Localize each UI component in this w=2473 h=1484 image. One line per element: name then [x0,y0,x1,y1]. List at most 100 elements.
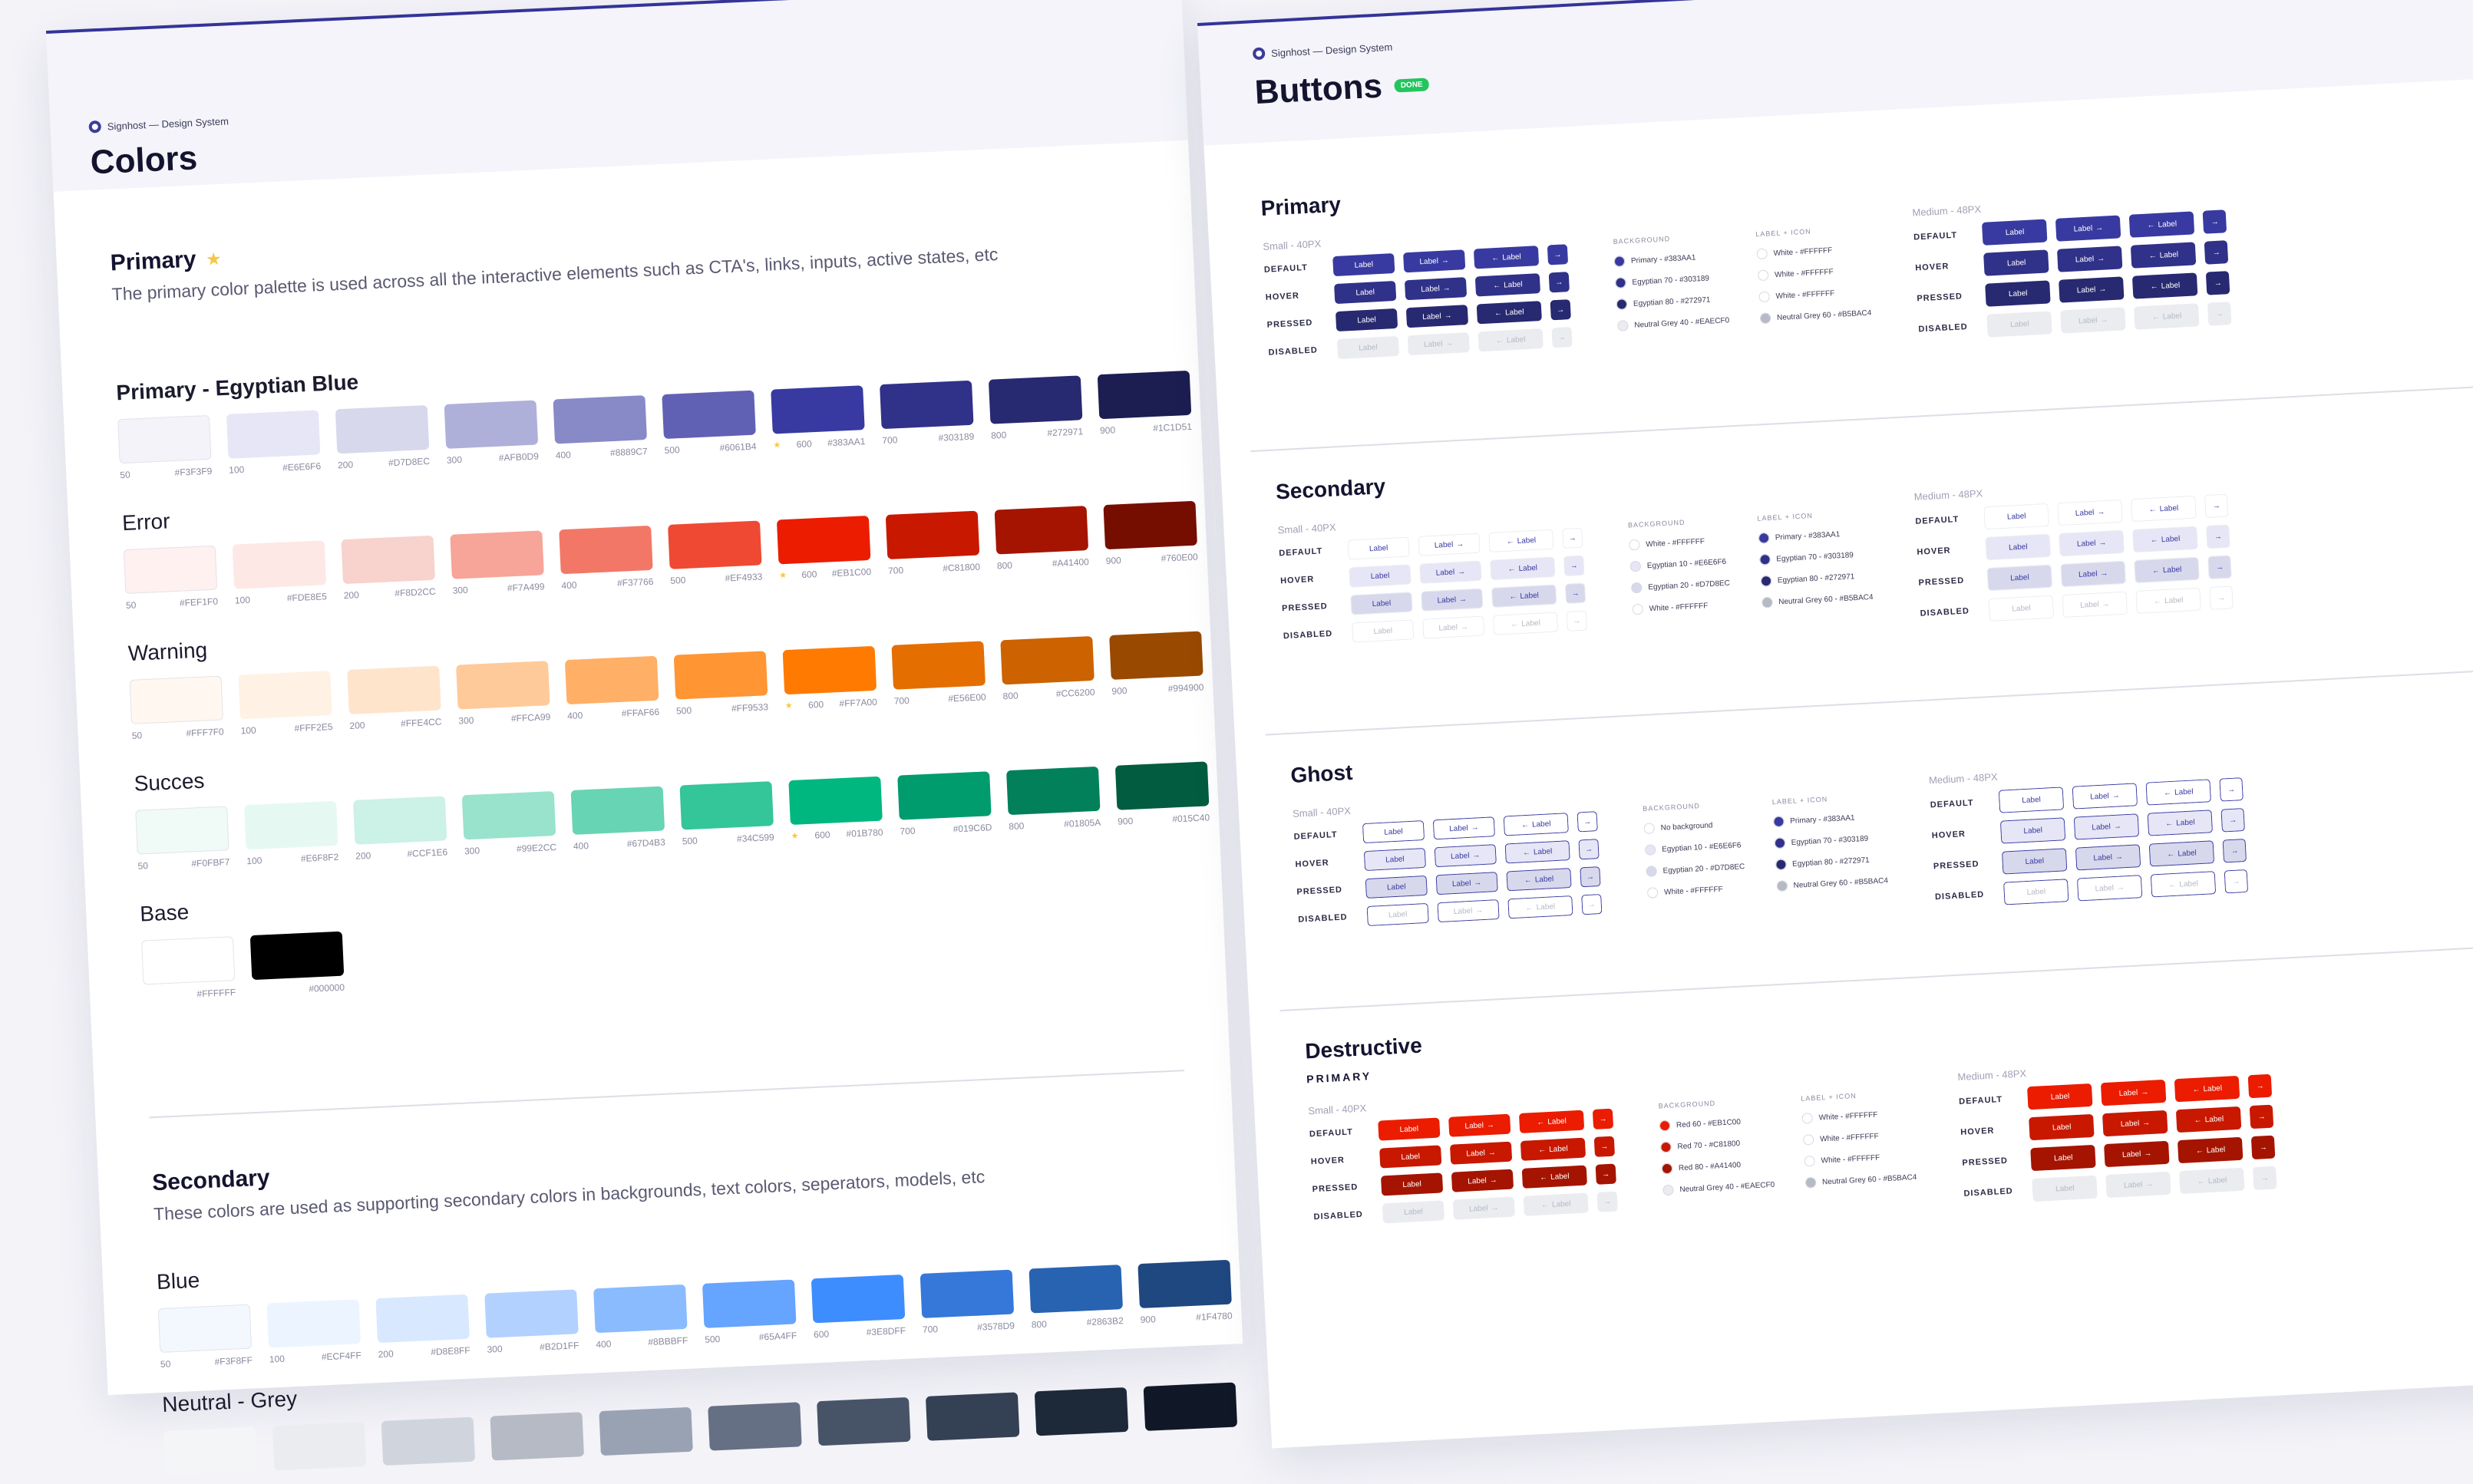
button-hover[interactable]: ← Label [2147,810,2214,836]
button-default[interactable]: → [1577,811,1598,833]
swatch[interactable]: 500 #FF9533 [673,651,768,717]
swatch[interactable]: 100 #E6F8F2 [244,800,339,866]
swatch[interactable]: 500 #6061B4 [662,390,757,456]
button-pressed[interactable]: Label → [1421,588,1484,612]
button-hover[interactable]: Label → [1419,560,1482,584]
button-disabled[interactable]: Label → [2105,1171,2171,1199]
button-default[interactable]: → [1592,1108,1614,1129]
button-hover[interactable]: Label [1334,280,1397,305]
swatch[interactable]: #000000 [249,931,345,997]
button-pressed[interactable]: → [2251,1135,2276,1160]
button-default[interactable]: Label [1378,1117,1441,1141]
button-disabled[interactable]: ← Label [1478,328,1544,352]
swatch[interactable]: 200 #D8E8FF [375,1294,470,1360]
button-default[interactable]: → [1562,527,1583,549]
swatch[interactable]: 500 #EF4933 [668,520,763,586]
button-pressed[interactable]: → [2206,271,2230,295]
swatch[interactable]: 100 #ECF4FF [266,1299,362,1365]
swatch[interactable]: 800 #272971 [988,375,1083,441]
swatch[interactable]: #FFFFFF [140,936,236,1001]
swatch[interactable] [1034,1387,1129,1442]
swatch[interactable]: 100 #E6E6F6 [226,410,321,476]
button-default[interactable]: Label → [2057,499,2123,526]
button-default[interactable]: ← Label [2145,779,2212,806]
swatch[interactable]: 50 #FFF7F0 [129,675,224,741]
button-disabled[interactable]: ← Label [1507,895,1573,919]
button-pressed[interactable]: ← Label [1476,301,1542,325]
button-pressed[interactable]: Label → [2104,1140,2170,1168]
button-disabled[interactable]: Label → [1422,615,1485,639]
button-hover[interactable]: Label → [2073,813,2140,840]
swatch[interactable]: 300 #FFCA99 [456,661,551,727]
button-disabled[interactable]: Label [1988,595,2055,622]
button-pressed[interactable]: ← Label [2132,272,2198,299]
button-hover[interactable]: → [2250,1104,2274,1129]
button-disabled[interactable]: → [1596,1191,1618,1212]
swatch[interactable]: 500 #34C599 [679,781,774,846]
button-default[interactable]: ← Label [1473,246,1540,269]
swatch[interactable] [599,1407,693,1462]
button-disabled[interactable]: Label → [2077,875,2143,902]
swatch[interactable]: 700 #3578D9 [920,1269,1015,1335]
button-pressed[interactable]: Label → [2060,560,2127,588]
button-hover[interactable]: Label → [2057,246,2123,272]
button-disabled[interactable]: → [2253,1166,2277,1191]
button-disabled[interactable]: Label → [1452,1196,1515,1220]
button-hover[interactable]: Label [1349,564,1411,588]
swatch[interactable]: 800 #2863B2 [1028,1265,1124,1330]
button-pressed[interactable]: → [1550,299,1571,321]
button-pressed[interactable]: ← Label [2134,556,2200,584]
button-hover[interactable]: ← Label [1474,273,1541,297]
button-hover[interactable]: Label [2029,1113,2095,1141]
button-disabled[interactable]: ← Label [2179,1167,2245,1195]
button-disabled[interactable]: Label [1986,311,2053,338]
button-pressed[interactable]: ← Label [2177,1136,2244,1164]
swatch[interactable] [817,1397,911,1452]
button-hover[interactable]: Label [1999,817,2066,844]
button-pressed[interactable]: Label [1335,308,1398,332]
button-disabled[interactable]: Label [1336,335,1400,360]
button-default[interactable]: → [2219,777,2244,802]
swatch[interactable]: 200 #D7D8EC [335,404,430,470]
swatch[interactable]: 700 #E56E00 [891,641,986,707]
swatch[interactable]: 300 #F7A499 [450,530,545,596]
button-hover[interactable]: → [2204,240,2229,265]
button-hover[interactable]: Label [1363,847,1427,872]
button-disabled[interactable]: ← Label [2134,303,2200,330]
button-pressed[interactable]: → [1595,1163,1616,1185]
swatch[interactable]: 700 #C81800 [885,510,980,576]
button-disabled[interactable]: ← Label [1492,612,1559,635]
button-default[interactable]: Label [2027,1083,2093,1110]
button-pressed[interactable]: → [2207,555,2232,580]
button-default[interactable]: Label → [2072,783,2138,810]
button-default[interactable]: → [2204,493,2229,519]
button-default[interactable]: → [2202,209,2227,234]
button-pressed[interactable]: Label [1365,875,1428,899]
button-pressed[interactable]: Label → [2075,844,2141,871]
swatch[interactable]: 400 #FFAF66 [564,655,659,721]
button-default[interactable]: ← Label [1503,813,1569,836]
swatch[interactable] [163,1426,258,1481]
button-default[interactable]: Label → [1403,249,1466,273]
button-hover[interactable]: Label → [1449,1141,1513,1165]
swatch[interactable] [490,1412,585,1466]
swatch[interactable]: 900 #760E00 [1103,500,1198,566]
button-default[interactable]: Label → [2055,215,2121,242]
button-default[interactable]: Label [1983,503,2049,530]
button-hover[interactable]: → [2220,808,2246,833]
button-pressed[interactable]: → [1564,582,1586,604]
button-pressed[interactable]: Label → [1451,1169,1514,1192]
swatch[interactable] [1143,1382,1238,1437]
button-disabled[interactable]: Label → [2062,591,2128,618]
button-hover[interactable]: → [1593,1136,1616,1157]
swatch[interactable]: 400 #67D4B3 [570,786,665,852]
swatch[interactable]: 400 #F37766 [559,525,654,591]
button-disabled[interactable]: → [1566,610,1588,632]
swatch[interactable] [381,1416,476,1472]
button-default[interactable]: Label → [1418,533,1481,556]
button-hover[interactable]: Label [1985,533,2052,561]
swatch[interactable]: 900 #1F4780 [1137,1259,1233,1325]
button-hover[interactable]: Label [1983,249,2049,276]
swatch[interactable]: 400 #8889C7 [553,395,648,460]
button-pressed[interactable]: Label [1985,280,2051,307]
